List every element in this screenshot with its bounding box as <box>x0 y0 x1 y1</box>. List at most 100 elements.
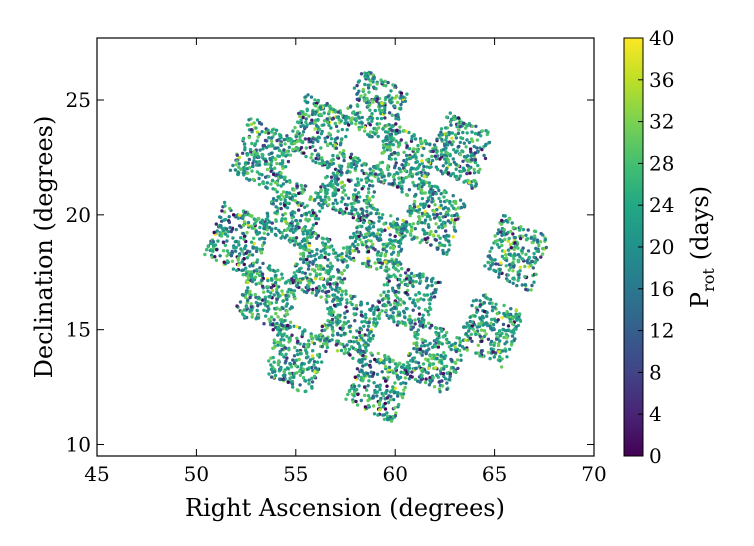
data-point <box>499 230 503 234</box>
data-point <box>500 233 504 237</box>
data-point <box>312 374 317 379</box>
data-point <box>392 262 396 266</box>
data-point <box>269 163 273 167</box>
data-point <box>247 253 251 257</box>
data-point <box>260 236 264 240</box>
data-point <box>437 225 441 229</box>
data-point <box>327 294 331 299</box>
data-point <box>235 268 239 273</box>
data-point <box>371 100 375 104</box>
data-point <box>307 382 311 386</box>
data-point <box>287 145 291 149</box>
data-point <box>405 360 410 365</box>
data-point <box>376 134 380 139</box>
data-point <box>323 140 328 144</box>
data-point <box>369 239 373 243</box>
data-point <box>367 225 371 229</box>
data-point <box>320 328 324 333</box>
data-point <box>294 358 299 362</box>
data-point <box>347 255 351 259</box>
data-point <box>314 335 318 339</box>
data-point <box>304 146 308 150</box>
data-point <box>380 309 384 313</box>
data-point <box>465 163 470 168</box>
data-point <box>318 112 323 117</box>
data-point <box>402 128 406 133</box>
data-point <box>266 128 270 132</box>
data-point <box>507 236 511 241</box>
data-point <box>509 265 513 270</box>
data-point <box>334 146 339 150</box>
data-point <box>430 197 435 201</box>
data-point <box>402 301 406 305</box>
data-point <box>378 387 382 392</box>
data-point <box>311 223 316 227</box>
data-point <box>286 380 290 384</box>
data-point <box>424 357 428 361</box>
data-point <box>394 132 398 136</box>
data-point <box>423 237 428 242</box>
data-point <box>418 276 422 280</box>
data-point <box>237 165 241 169</box>
data-point <box>314 221 318 226</box>
data-point <box>360 125 364 129</box>
data-point <box>237 253 241 258</box>
data-point <box>251 277 256 282</box>
colorbar-tick-label: 24 <box>649 193 674 217</box>
data-point <box>448 140 452 144</box>
data-point <box>503 249 507 254</box>
data-point <box>300 270 305 275</box>
data-point <box>498 355 502 359</box>
data-point <box>506 230 510 235</box>
data-point <box>298 219 303 223</box>
data-point <box>311 356 315 361</box>
data-point <box>237 162 241 166</box>
data-point <box>492 268 496 272</box>
data-point <box>296 130 300 134</box>
data-point <box>339 200 344 204</box>
data-point <box>352 312 356 316</box>
data-point <box>290 277 294 281</box>
data-point <box>345 245 349 249</box>
data-point <box>456 131 461 136</box>
data-point <box>420 274 425 279</box>
data-point <box>399 229 403 234</box>
data-point <box>413 318 417 322</box>
data-point <box>255 308 259 313</box>
data-point <box>274 128 279 132</box>
data-point <box>276 268 280 273</box>
data-point <box>470 339 474 343</box>
data-point <box>266 131 271 135</box>
data-point <box>357 384 361 388</box>
data-point <box>222 218 226 222</box>
data-point <box>496 231 500 236</box>
data-point <box>447 130 451 135</box>
data-point <box>413 322 417 326</box>
data-point <box>320 360 324 364</box>
data-point <box>376 126 381 130</box>
data-point <box>392 301 397 305</box>
data-point <box>438 390 442 394</box>
data-point <box>249 305 253 309</box>
data-point <box>311 280 315 285</box>
data-point <box>343 311 347 315</box>
data-point <box>325 120 330 125</box>
data-point <box>428 341 432 346</box>
data-point <box>253 275 258 279</box>
data-point <box>293 141 297 145</box>
data-point <box>373 172 378 176</box>
data-point <box>485 310 489 315</box>
data-point <box>464 325 468 329</box>
data-point <box>259 302 263 306</box>
data-point <box>301 202 305 206</box>
data-point <box>394 260 398 264</box>
data-point <box>298 373 303 377</box>
data-point <box>339 173 343 177</box>
data-point <box>250 312 255 316</box>
data-point <box>443 144 447 148</box>
data-point <box>435 337 440 341</box>
data-point <box>350 121 354 125</box>
data-point <box>446 239 451 243</box>
data-point <box>366 328 370 332</box>
data-point <box>407 274 411 278</box>
